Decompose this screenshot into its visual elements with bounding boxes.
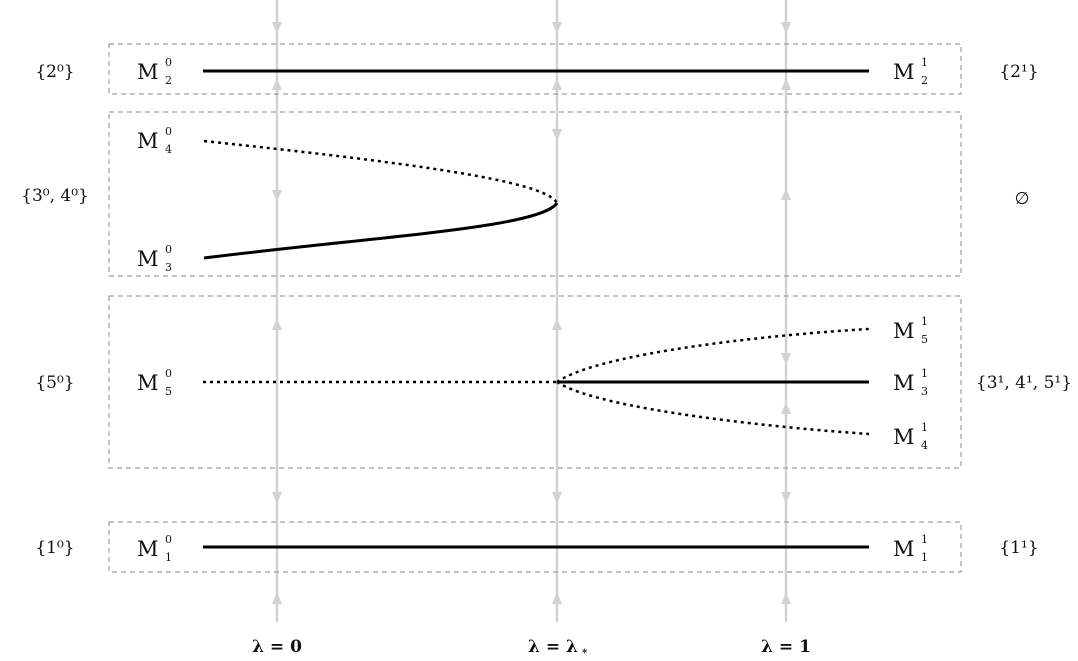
label-m3-1-sup: 1: [921, 367, 928, 380]
arrow-down: [781, 22, 791, 34]
arrow-up: [781, 78, 791, 90]
arrow-down: [272, 22, 282, 34]
label-m3-1-sub: 3: [921, 385, 928, 398]
arrow-up: [272, 318, 282, 330]
label-m4-1-sub: 4: [921, 439, 928, 452]
label-m3-0: M 3 0: [137, 243, 172, 274]
label-m1-1: M 1 1: [893, 533, 928, 564]
region-box-5: [108, 295, 962, 469]
label-m5-0: M 5 0: [137, 367, 172, 398]
lambda-0-label: λ = 0: [252, 637, 302, 657]
label-m3-1: M 3 1: [893, 367, 928, 398]
region-box-1: [108, 521, 962, 573]
label-m5-1-sup: 1: [921, 315, 928, 328]
lambda-star-subscript: *: [582, 648, 588, 659]
arrow-up: [272, 78, 282, 90]
set-label-1-1: {1¹}: [999, 538, 1038, 558]
label-m3-1-base: M: [893, 371, 915, 395]
flow-arrows: [272, 22, 791, 604]
arrow-up: [552, 318, 562, 330]
lambda-labels: λ = 0 λ = λ * λ = 1: [252, 637, 811, 659]
label-m5-0-base: M: [137, 371, 159, 395]
label-m4-0: M 4 0: [137, 125, 172, 156]
set-label-2-0: {2⁰}: [35, 62, 74, 82]
set-label-1-0: {1⁰}: [35, 538, 74, 558]
lambda-star-label: λ = λ: [528, 637, 578, 657]
arrow-down: [781, 492, 791, 504]
region-box-3-4: [108, 111, 962, 277]
branch-m4-0: [203, 139, 559, 204]
arrow-down: [272, 492, 282, 504]
branch-m3-0: [203, 202, 559, 260]
label-m4-0-sup: 0: [165, 125, 172, 138]
arrow-down: [552, 492, 562, 504]
arrow-up: [552, 592, 562, 604]
unstable-branches: [203, 139, 870, 436]
arrow-up: [552, 78, 562, 90]
set-label-2-1: {2¹}: [999, 62, 1038, 82]
branch-m5-1: [556, 327, 870, 384]
label-m2-0: M 2 0: [137, 56, 172, 87]
label-m1-1-sub: 1: [921, 551, 928, 564]
label-m5-1: M 5 1: [893, 315, 928, 346]
label-m2-0-base: M: [137, 60, 159, 84]
label-m1-1-base: M: [893, 537, 915, 561]
label-m5-1-base: M: [893, 319, 915, 343]
empty-set-label: ∅: [1015, 189, 1030, 209]
label-m3-0-base: M: [137, 247, 159, 271]
label-m5-1-sub: 5: [921, 333, 928, 346]
flow-lines: [275, 0, 788, 622]
region-boxes: [108, 43, 962, 573]
label-m2-0-sup: 0: [165, 56, 172, 69]
left-set-labels: {2⁰} {3⁰, 4⁰} {5⁰} {1⁰}: [21, 62, 89, 558]
set-label-5-0: {5⁰}: [35, 373, 74, 393]
label-m5-0-sub: 5: [165, 385, 172, 398]
label-m2-1-base: M: [893, 60, 915, 84]
branch-labels: M 2 0 M 2 1 M 4 0 M 3 0 M 5 0 M 5 1: [137, 56, 928, 564]
arrow-down: [272, 190, 282, 202]
arrow-down: [552, 129, 562, 141]
label-m2-1: M 2 1: [893, 56, 928, 87]
label-m4-1: M 4 1: [893, 421, 928, 452]
arrow-down: [552, 22, 562, 34]
set-label-3-0-4-0: {3⁰, 4⁰}: [21, 186, 89, 206]
branches: [203, 69, 869, 549]
arrow-up: [781, 592, 791, 604]
arrow-up: [781, 188, 791, 200]
label-m2-1-sub: 2: [921, 74, 928, 87]
arrow-up: [781, 402, 791, 414]
label-m4-1-base: M: [893, 425, 915, 449]
label-m1-0: M 1 0: [137, 533, 172, 564]
label-m1-0-sub: 1: [165, 551, 172, 564]
label-m1-1-sup: 1: [921, 533, 928, 546]
label-m3-0-sub: 3: [165, 261, 172, 274]
label-m3-0-sup: 0: [165, 243, 172, 256]
label-m1-0-base: M: [137, 537, 159, 561]
label-m4-0-sub: 4: [165, 143, 172, 156]
arrow-up: [272, 592, 282, 604]
set-label-3-1-4-1-5-1: {3¹, 4¹, 5¹}: [976, 373, 1072, 393]
branch-m4-1: [556, 380, 870, 436]
label-m4-0-base: M: [137, 129, 159, 153]
right-set-labels: {2¹} ∅ {3¹, 4¹, 5¹} {1¹}: [976, 62, 1072, 558]
arrow-down: [781, 353, 791, 365]
label-m4-1-sup: 1: [921, 421, 928, 434]
label-m2-1-sup: 1: [921, 56, 928, 69]
label-m5-0-sup: 0: [165, 367, 172, 380]
lambda-1-label: λ = 1: [761, 637, 811, 657]
region-box-2: [108, 43, 962, 95]
label-m2-0-sub: 2: [165, 74, 172, 87]
label-m1-0-sup: 0: [165, 533, 172, 546]
